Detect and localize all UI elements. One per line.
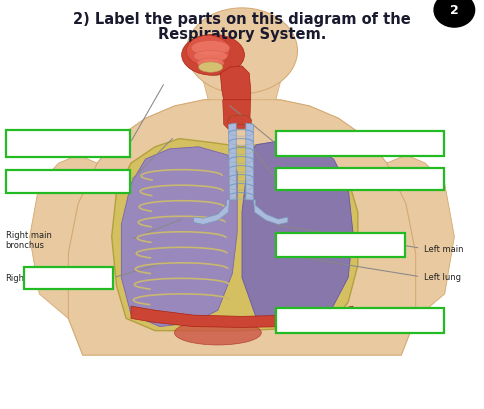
Ellipse shape (186, 36, 230, 67)
Polygon shape (228, 124, 236, 200)
Ellipse shape (191, 41, 230, 56)
Text: Left lung: Left lung (424, 272, 461, 281)
Polygon shape (121, 147, 237, 327)
Polygon shape (246, 124, 254, 200)
Ellipse shape (197, 59, 224, 69)
Ellipse shape (186, 9, 298, 94)
Polygon shape (194, 200, 229, 225)
Polygon shape (227, 116, 252, 125)
Bar (276, 308, 444, 333)
Bar (276, 168, 444, 190)
Text: 2) Label the parts on this diagram of the: 2) Label the parts on this diagram of th… (73, 11, 411, 27)
Text: Left main: Left main (424, 244, 464, 253)
Polygon shape (223, 101, 251, 129)
Ellipse shape (174, 321, 261, 345)
Polygon shape (131, 306, 353, 328)
Text: Respiratory System.: Respiratory System. (158, 27, 326, 42)
Text: Right main
bronchus: Right main bronchus (5, 230, 51, 249)
Ellipse shape (182, 35, 244, 76)
Polygon shape (387, 155, 454, 319)
Ellipse shape (194, 51, 227, 63)
Polygon shape (220, 67, 251, 101)
Polygon shape (112, 139, 358, 331)
Polygon shape (242, 142, 353, 327)
Polygon shape (203, 70, 281, 101)
Bar (5, 170, 130, 193)
Bar (276, 233, 405, 258)
Text: Right: Right (5, 273, 28, 282)
Ellipse shape (198, 63, 223, 73)
Bar (276, 132, 444, 157)
Polygon shape (30, 155, 97, 319)
Bar (24, 267, 113, 289)
Circle shape (434, 0, 475, 28)
Polygon shape (254, 200, 288, 225)
Text: 2: 2 (450, 4, 459, 17)
Polygon shape (68, 99, 416, 355)
Bar (5, 131, 130, 157)
Text: Nasal cavity: Nasal cavity (5, 139, 57, 148)
